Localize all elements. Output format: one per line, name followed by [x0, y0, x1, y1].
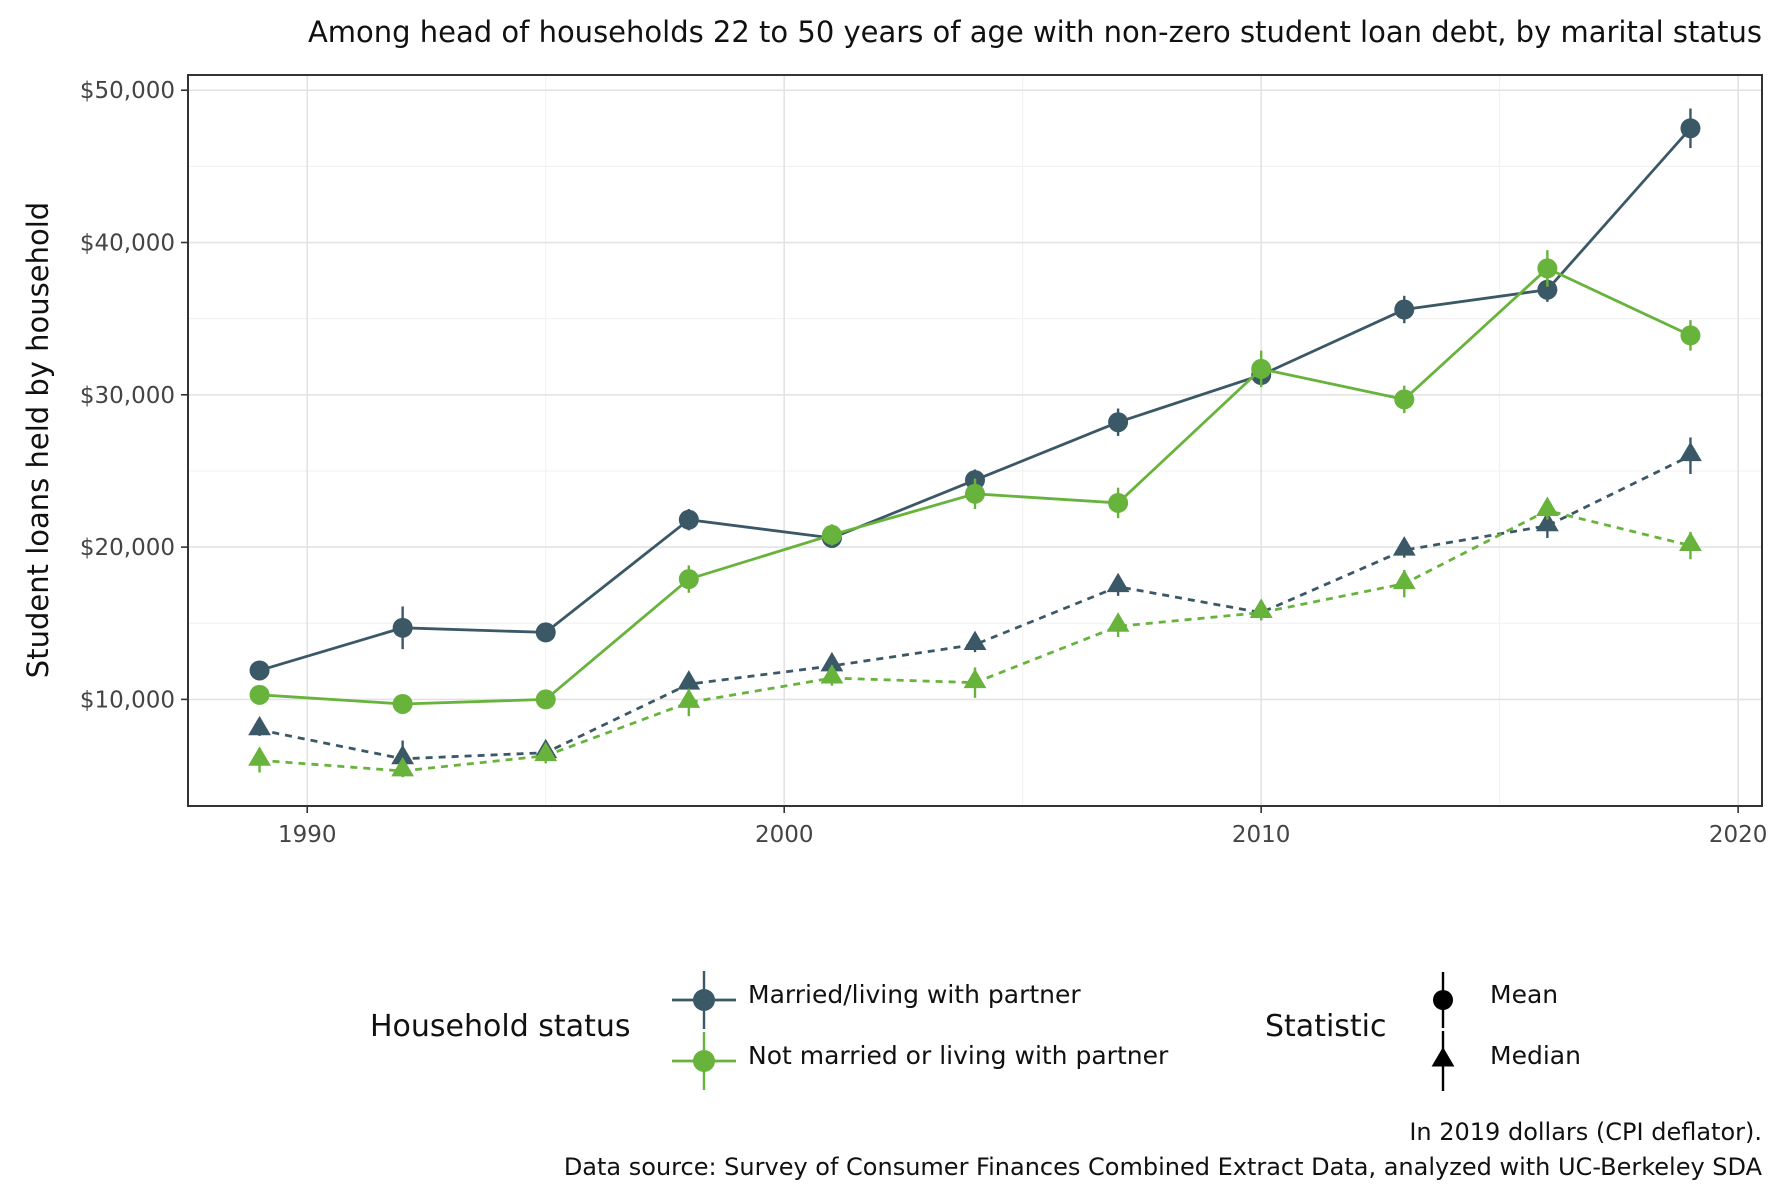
data-point-triangle: [963, 668, 987, 689]
data-point-triangle: [1392, 569, 1416, 590]
y-tick-label: $40,000: [80, 231, 175, 257]
data-point-circle: [1108, 492, 1129, 513]
x-tick-label: 2010: [1232, 822, 1291, 848]
legend-statistic-title: Statistic: [1265, 1009, 1387, 1044]
data-point-circle: [535, 689, 556, 710]
series-mean-1: [249, 250, 1701, 714]
data-point-triangle: [677, 670, 701, 690]
data-point-triangle: [534, 741, 558, 762]
data-point-triangle: [1106, 612, 1130, 632]
data-point-triangle: [391, 744, 415, 765]
data-point-circle: [678, 509, 699, 530]
x-tick-label: 2000: [755, 822, 814, 848]
data-point-circle: [965, 483, 985, 504]
x-tick-label: 2020: [1709, 822, 1768, 848]
data-point-circle: [1394, 389, 1415, 410]
data-point-circle: [1537, 279, 1558, 300]
data-point-circle: [1108, 412, 1129, 433]
data-point-circle: [678, 569, 699, 590]
data-point-triangle: [820, 651, 844, 672]
legend-key-point: [693, 989, 715, 1011]
legend-key-mean-point: [1433, 990, 1453, 1010]
legend: Household status Married/living with par…: [370, 971, 1581, 1091]
data-point-triangle: [820, 664, 844, 684]
data-point-circle: [1251, 358, 1272, 379]
axis-ticks: 1990 2000 2010 2020 $10,000 $20,000 $30,000 $40…: [80, 78, 1768, 848]
data-point-circle: [249, 660, 270, 681]
y-tick-label: $30,000: [80, 383, 175, 409]
series-line: [259, 454, 1692, 761]
legend-item-mean-label: Mean: [1490, 980, 1558, 1009]
x-tick-label: 1990: [278, 822, 337, 848]
data-point-triangle: [1249, 598, 1273, 619]
plot-panel-border: [187, 74, 1763, 807]
y-tick-label: $20,000: [80, 535, 175, 561]
y-tick-label: $50,000: [80, 78, 175, 104]
legend-key-point: [693, 1050, 715, 1072]
series-line: [259, 127, 1692, 672]
legend-key-median-point: [1431, 1047, 1455, 1067]
data-point-triangle: [1392, 536, 1416, 556]
data-point-circle: [1394, 299, 1415, 320]
data-point-triangle: [1679, 441, 1702, 462]
legend-item-married-label: Married/living with partner: [748, 980, 1081, 1009]
data-point-circle: [821, 524, 842, 545]
data-point-triangle: [1106, 572, 1130, 593]
y-axis-label: Student loans held by household: [21, 202, 55, 678]
data-point-circle: [392, 617, 413, 638]
data-point-triangle: [1535, 511, 1559, 532]
data-point-circle: [1537, 258, 1558, 279]
y-tick-label: $10,000: [80, 687, 175, 713]
caption-note: In 2019 dollars (CPI deflator).: [1409, 1118, 1762, 1146]
data-point-circle: [1680, 118, 1701, 139]
data-point-triangle: [963, 630, 987, 651]
data-point-triangle: [391, 756, 415, 777]
data-point-triangle: [248, 715, 271, 736]
chart-title: Among head of households 22 to 50 years …: [308, 15, 1762, 49]
data-point-circle: [1680, 325, 1701, 346]
data-point-circle: [392, 693, 413, 714]
legend-household-title: Household status: [370, 1009, 630, 1044]
data-point-triangle: [1679, 531, 1702, 552]
data-point-circle: [249, 684, 270, 705]
legend-household-keys: [672, 971, 736, 1090]
data-point-triangle: [248, 746, 271, 766]
data-point-triangle: [1535, 496, 1559, 516]
data-point-triangle: [677, 688, 701, 708]
caption-source: Data source: Survey of Consumer Finances…: [564, 1153, 1763, 1181]
plot-series: [248, 108, 1702, 778]
legend-statistic-keys: [1431, 972, 1455, 1091]
series-median-3: [248, 496, 1702, 778]
legend-item-median-label: Median: [1490, 1041, 1581, 1070]
data-point-circle: [535, 622, 556, 643]
legend-item-not-married-label: Not married or living with partner: [748, 1041, 1169, 1070]
